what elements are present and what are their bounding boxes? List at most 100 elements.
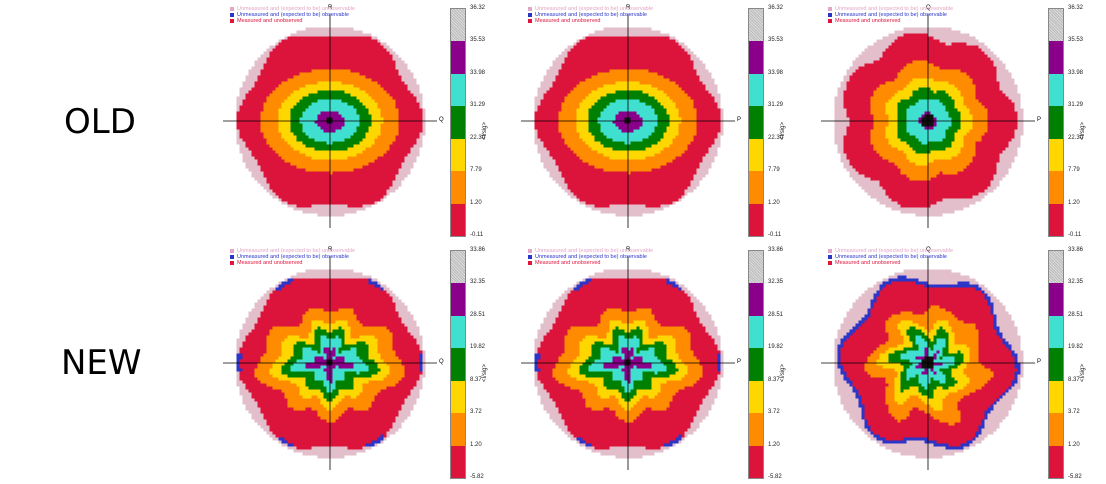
heatmap-cell	[401, 135, 405, 139]
heatmap-cell	[320, 162, 324, 166]
heatmap-cell	[335, 159, 339, 163]
heatmap-cell	[651, 105, 655, 109]
heatmap-cell	[308, 186, 312, 190]
heatmap-cell	[329, 207, 333, 211]
heatmap-cell	[236, 135, 240, 139]
heatmap-cell	[582, 66, 586, 70]
heatmap-cell	[260, 132, 264, 136]
heatmap-cell	[398, 72, 402, 76]
heatmap-cell	[326, 204, 330, 208]
heatmap-cell	[353, 45, 357, 49]
heatmap-cell	[314, 186, 318, 190]
heatmap-cell	[654, 63, 658, 67]
heatmap-cell	[239, 108, 243, 112]
heatmap-cell	[585, 45, 589, 49]
heatmap-cell	[537, 117, 541, 121]
heatmap-cell	[407, 138, 411, 142]
heatmap-cell	[269, 48, 273, 52]
heatmap-cell	[669, 93, 673, 97]
heatmap-cell	[627, 39, 631, 43]
heatmap-cell	[281, 42, 285, 46]
heatmap-cell	[287, 174, 291, 178]
heatmap-cell	[302, 210, 306, 214]
colorbar-tick-label: 35.53	[470, 37, 486, 44]
heatmap-cell	[236, 138, 240, 142]
heatmap-cell	[401, 69, 405, 73]
heatmap-cell	[630, 75, 634, 79]
heatmap-cell	[374, 39, 378, 43]
heatmap-cell	[344, 177, 348, 181]
heatmap-cell	[341, 177, 345, 181]
heatmap-cell	[278, 105, 282, 109]
heatmap-cell	[359, 42, 363, 46]
heatmap-cell	[284, 186, 288, 190]
heatmap-cell	[717, 105, 721, 109]
heatmap-cell	[329, 183, 333, 187]
heatmap-cell	[320, 204, 324, 208]
heatmap-cell	[281, 105, 285, 109]
heatmap-cell	[585, 93, 589, 97]
heatmap-cell	[380, 138, 384, 142]
heatmap-cell	[404, 102, 408, 106]
heatmap-cell	[383, 186, 387, 190]
heatmap-cell	[329, 132, 333, 136]
heatmap-cell	[567, 93, 571, 97]
heatmap-cell	[401, 150, 405, 154]
heatmap-cell	[284, 66, 288, 70]
heatmap-cell	[332, 39, 336, 43]
heatmap-cell	[368, 93, 372, 97]
heatmap-cell	[591, 90, 595, 94]
heatmap-cell	[287, 165, 291, 169]
heatmap-cell	[705, 99, 709, 103]
heatmap-cell	[398, 102, 402, 106]
colorbar-tick-label: -0.11	[470, 232, 484, 238]
heatmap-cell	[266, 138, 270, 142]
heatmap-cell	[251, 72, 255, 76]
heatmap-cell	[338, 129, 342, 133]
heatmap-cell	[666, 90, 670, 94]
heatmap-cell	[260, 168, 264, 172]
heatmap-cell	[263, 96, 267, 100]
heatmap-cell	[666, 57, 670, 61]
heatmap-cell	[392, 132, 396, 136]
heatmap-cell	[627, 66, 631, 70]
heatmap-cell	[341, 195, 345, 199]
heatmap-cell	[356, 177, 360, 181]
heatmap-cell	[293, 150, 297, 154]
heatmap-cell	[693, 87, 697, 91]
heatmap-cell	[413, 114, 417, 118]
heatmap-cell	[362, 87, 366, 91]
heatmap-cell	[308, 162, 312, 166]
heatmap-cell	[546, 96, 550, 100]
heatmap-cell	[618, 27, 622, 31]
heatmap-cell	[561, 102, 565, 106]
heatmap-cell	[579, 45, 583, 49]
heatmap-cell	[534, 123, 538, 127]
heatmap-cell	[326, 177, 330, 181]
heatmap-cell	[302, 123, 306, 127]
heatmap-cell	[678, 66, 682, 70]
heatmap-cell	[239, 147, 243, 151]
heatmap-cell	[684, 60, 688, 64]
heatmap-cell	[588, 123, 592, 127]
heatmap-cell	[645, 63, 649, 67]
heatmap-cell	[290, 153, 294, 157]
heatmap-cell	[627, 108, 631, 112]
heatmap-cell	[380, 48, 384, 52]
heatmap-cell	[254, 84, 258, 88]
heatmap-cell	[323, 114, 327, 118]
heatmap-cell	[546, 114, 550, 118]
heatmap-cell	[389, 189, 393, 193]
heatmap-cell	[624, 96, 628, 100]
heatmap-cell	[314, 45, 318, 49]
heatmap-cell	[618, 30, 622, 34]
heatmap-cell	[600, 126, 604, 130]
heatmap-cell	[582, 81, 586, 85]
heatmap-cell	[576, 93, 580, 97]
heatmap-cell	[654, 69, 658, 73]
heatmap-cell	[591, 81, 595, 85]
heatmap-cell	[320, 141, 324, 145]
heatmap-cell	[636, 69, 640, 73]
heatmap-cell	[690, 111, 694, 115]
heatmap-cell	[690, 93, 694, 97]
